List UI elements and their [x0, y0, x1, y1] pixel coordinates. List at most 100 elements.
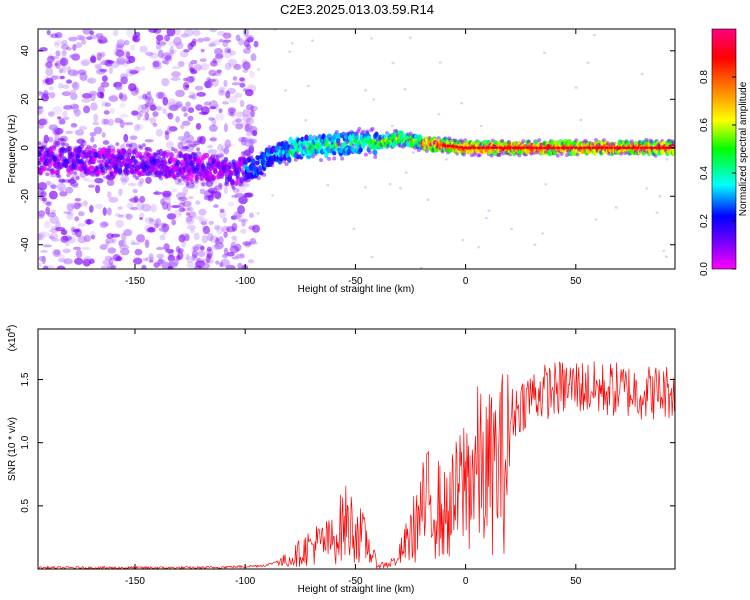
spectrogram-noise-cell [235, 123, 244, 130]
svg-text:(x104): (x104) [6, 325, 18, 352]
spectrogram-noise-cell [141, 106, 150, 114]
spectrogram-noise-cell [155, 218, 162, 227]
spectrogram-noise-cell [193, 64, 203, 71]
spectrogram-noise-cell [57, 116, 62, 120]
spectrogram-noise-cell [200, 245, 205, 251]
spectrogram-noise-cell [192, 29, 201, 37]
spectrogram-noise-cell [175, 116, 180, 123]
spectrogram-noise-cell [142, 93, 148, 100]
spectrogram-noise-cell [50, 184, 57, 189]
spectrogram-noise-cell [185, 101, 191, 108]
spectrogram-noise-cell [101, 221, 109, 227]
spectrogram-noise-cell [55, 50, 61, 57]
spectrogram-noise-cell [164, 131, 170, 141]
snr-x-tick-label: -50 [348, 576, 363, 587]
spectrogram-noise-cell [245, 117, 255, 125]
spectrogram-noise-cell [150, 203, 158, 213]
spectrogram-noise-cell [141, 264, 147, 269]
spectrogram-noise-cell [162, 228, 168, 235]
spectrogram-noise-cell [173, 36, 182, 46]
spectrogram-noise-cell [191, 254, 197, 260]
spectrogram-ridge-cell [111, 148, 116, 154]
spectrogram-noise-cell [70, 93, 78, 101]
spectrogram-noise-cell [123, 121, 134, 126]
spectrogram-noise-cell [86, 218, 92, 225]
spectrogram-noise-cell [245, 123, 250, 132]
spectrogram-noise-cell [243, 29, 249, 37]
spectrogram-noise-cell [38, 262, 42, 268]
spectrogram-noise-cell [83, 105, 91, 114]
spectrogram-noise-cell [175, 89, 185, 98]
spectrogram-ridge-cell [228, 170, 234, 176]
spectrogram-noise-cell [182, 106, 190, 112]
spectrogram-noise-cell [38, 181, 48, 191]
spectrogram-noise-cell [479, 124, 483, 128]
spectrogram-ridge-cell [440, 149, 445, 154]
spectrogram-noise-cell [38, 109, 43, 113]
spectrogram-noise-cell [39, 231, 50, 238]
spectrogram-noise-cell [197, 250, 206, 258]
spectrogram-noise-cell [90, 102, 98, 111]
spectrogram-noise-cell [182, 200, 192, 208]
spectrogram-noise-cell [200, 48, 205, 53]
spectrogram-ridge-core [582, 146, 587, 150]
spectrogram-noise-cell [219, 262, 224, 268]
spectrogram-noise-cell [38, 190, 46, 200]
spectrogram-noise-cell [58, 253, 66, 263]
spectrogram-noise-cell [231, 222, 238, 232]
spectrogram-noise-cell [239, 82, 246, 88]
spectrogram-noise-cell [139, 110, 144, 117]
spectrogram-noise-cell [249, 105, 258, 112]
spectrogram-ridge-cell [287, 156, 292, 163]
spectrogram-y-label: Frequency (Hz) [7, 115, 18, 184]
spectrogram-noise-cell [104, 255, 113, 261]
spectrogram-noise-cell [149, 116, 157, 125]
spectrogram-noise-cell [144, 239, 150, 249]
spectrogram-noise-cell [214, 47, 223, 56]
spectrogram-noise-cell [186, 261, 195, 269]
spectrogram-noise-cell [53, 249, 61, 256]
spectrogram-noise-cell [171, 71, 181, 78]
spectrogram-ridge-cell [373, 155, 378, 160]
spectrogram-noise-cell [56, 265, 66, 269]
spectrogram-noise-cell [99, 61, 107, 66]
spectrogram-ridge-cell [311, 154, 316, 159]
spectrogram-noise-cell [189, 143, 197, 148]
spectrogram-noise-cell [126, 29, 135, 38]
colorbar-gradient [711, 28, 737, 270]
spectrogram-noise-cell [174, 182, 185, 186]
spectrogram-ridge-cell [55, 169, 61, 176]
spectrogram-noise-cell [182, 186, 189, 195]
spectrogram-noise-cell [253, 40, 259, 48]
spectrogram-noise-cell [73, 246, 81, 250]
spectrogram-ridge-cell [461, 152, 466, 157]
spectrogram-ridge-cell [284, 162, 289, 167]
spectrogram-frame [37, 28, 676, 270]
spectrogram-noise-cell [184, 234, 190, 242]
spectrogram-noise-cell [129, 135, 138, 141]
spectrogram-noise-cell [203, 101, 212, 106]
spectrogram-ridge-cell [223, 157, 228, 162]
spectrogram-noise-cell [110, 233, 121, 238]
spectrogram-noise-cell [57, 82, 64, 89]
spectrogram-noise-cell [194, 265, 203, 269]
spectrogram-noise-cell [116, 39, 125, 48]
spectrogram-noise-cell [614, 206, 618, 209]
spectrogram-noise-cell [134, 31, 141, 37]
spectrogram-noise-cell [242, 114, 252, 123]
spectrogram-noise-cell [257, 68, 261, 71]
spectrogram-noise-cell [216, 69, 222, 74]
spectrogram-noise-cell [120, 73, 129, 80]
spectrogram-noise-cell [89, 34, 99, 40]
spectrogram-ridge-cell [225, 182, 230, 187]
snr-x-tick-label: -150 [125, 576, 145, 587]
spectrogram-noise-cell [136, 111, 142, 121]
spectrogram-noise-cell [236, 185, 246, 193]
spectrogram-noise-cell [194, 243, 203, 249]
spectrogram-noise-cell [49, 215, 60, 224]
spectrogram-noise-cell [103, 118, 109, 125]
spectrogram-noise-cell [206, 252, 213, 260]
spectrogram-noise-cell [51, 238, 60, 242]
spectrogram-noise-cell [169, 46, 174, 55]
spectrogram-noise-cell [190, 182, 199, 190]
